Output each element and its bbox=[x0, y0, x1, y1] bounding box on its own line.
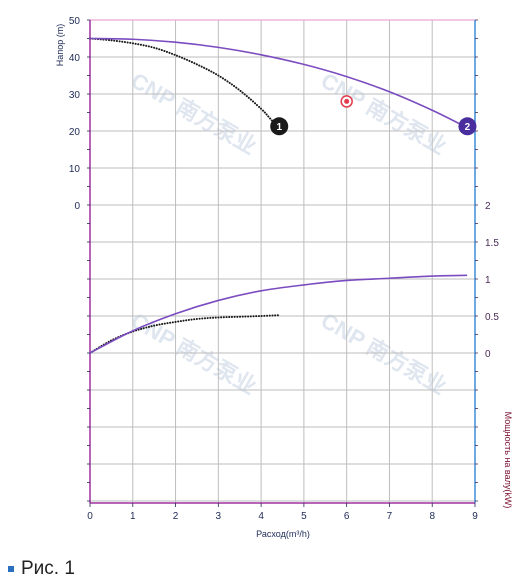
x-tick-label: 0 bbox=[87, 511, 93, 522]
watermark-text: CNP 南方泵业 bbox=[127, 308, 261, 400]
power-tick-label: 0 bbox=[485, 349, 491, 360]
head-tick-label: 30 bbox=[69, 90, 81, 101]
caption-bullet-icon bbox=[8, 565, 14, 572]
head-tick-label: 0 bbox=[74, 201, 80, 212]
x-tick-label: 8 bbox=[429, 511, 435, 522]
caption-text: Рис. 1 bbox=[21, 558, 75, 579]
y-axis-title-power: Мощность на валу(kW) bbox=[503, 412, 513, 509]
y-axis-title-head: Напор (m) bbox=[55, 24, 65, 66]
power-tick-label: 0.5 bbox=[485, 312, 499, 323]
x-tick-label: 2 bbox=[173, 511, 179, 522]
head-tick-label: 10 bbox=[69, 164, 81, 175]
power-tick-label: 1.5 bbox=[485, 238, 499, 249]
x-tick-label: 6 bbox=[344, 511, 350, 522]
x-tick-label: 9 bbox=[472, 511, 478, 522]
watermark-text: CNP 南方泵业 bbox=[317, 308, 451, 400]
axes bbox=[87, 19, 478, 507]
curve-power-1 bbox=[89, 314, 280, 354]
curve-head-2 bbox=[89, 37, 468, 129]
x-tick-label: 7 bbox=[387, 511, 393, 522]
x-tick-label: 5 bbox=[301, 511, 307, 522]
curves bbox=[89, 37, 468, 354]
head-tick-label: 40 bbox=[69, 53, 81, 64]
x-axis-title: Расход(m³/h) bbox=[256, 529, 310, 539]
x-tick-label: 1 bbox=[130, 511, 136, 522]
x-tick-labels: 0 1 2 3 4 5 6 7 8 9 bbox=[87, 511, 478, 522]
head-tick-labels: 0 10 20 30 40 50 bbox=[69, 16, 81, 212]
operating-point-center bbox=[344, 98, 350, 104]
head-tick-label: 50 bbox=[69, 16, 81, 27]
curve-marker-label: 1 bbox=[276, 122, 282, 133]
curve-head-1 bbox=[89, 37, 280, 129]
curve-marker-1 bbox=[270, 117, 289, 136]
power-tick-label: 1 bbox=[485, 275, 491, 286]
power-tick-labels: 0 0.5 1 1.5 2 bbox=[485, 201, 499, 360]
x-tick-label: 4 bbox=[258, 511, 264, 522]
watermark-text: CNP 南方泵业 bbox=[127, 68, 261, 160]
head-tick-label: 20 bbox=[69, 127, 81, 138]
curve-power-2 bbox=[89, 274, 468, 354]
curve-marker-2 bbox=[458, 117, 477, 136]
curve-marker-label: 2 bbox=[465, 122, 471, 133]
watermark-text: CNP 南方泵业 bbox=[317, 68, 451, 160]
power-tick-label: 2 bbox=[485, 201, 491, 212]
x-tick-label: 3 bbox=[216, 511, 222, 522]
figure-caption: Рис. 1 bbox=[8, 558, 75, 580]
